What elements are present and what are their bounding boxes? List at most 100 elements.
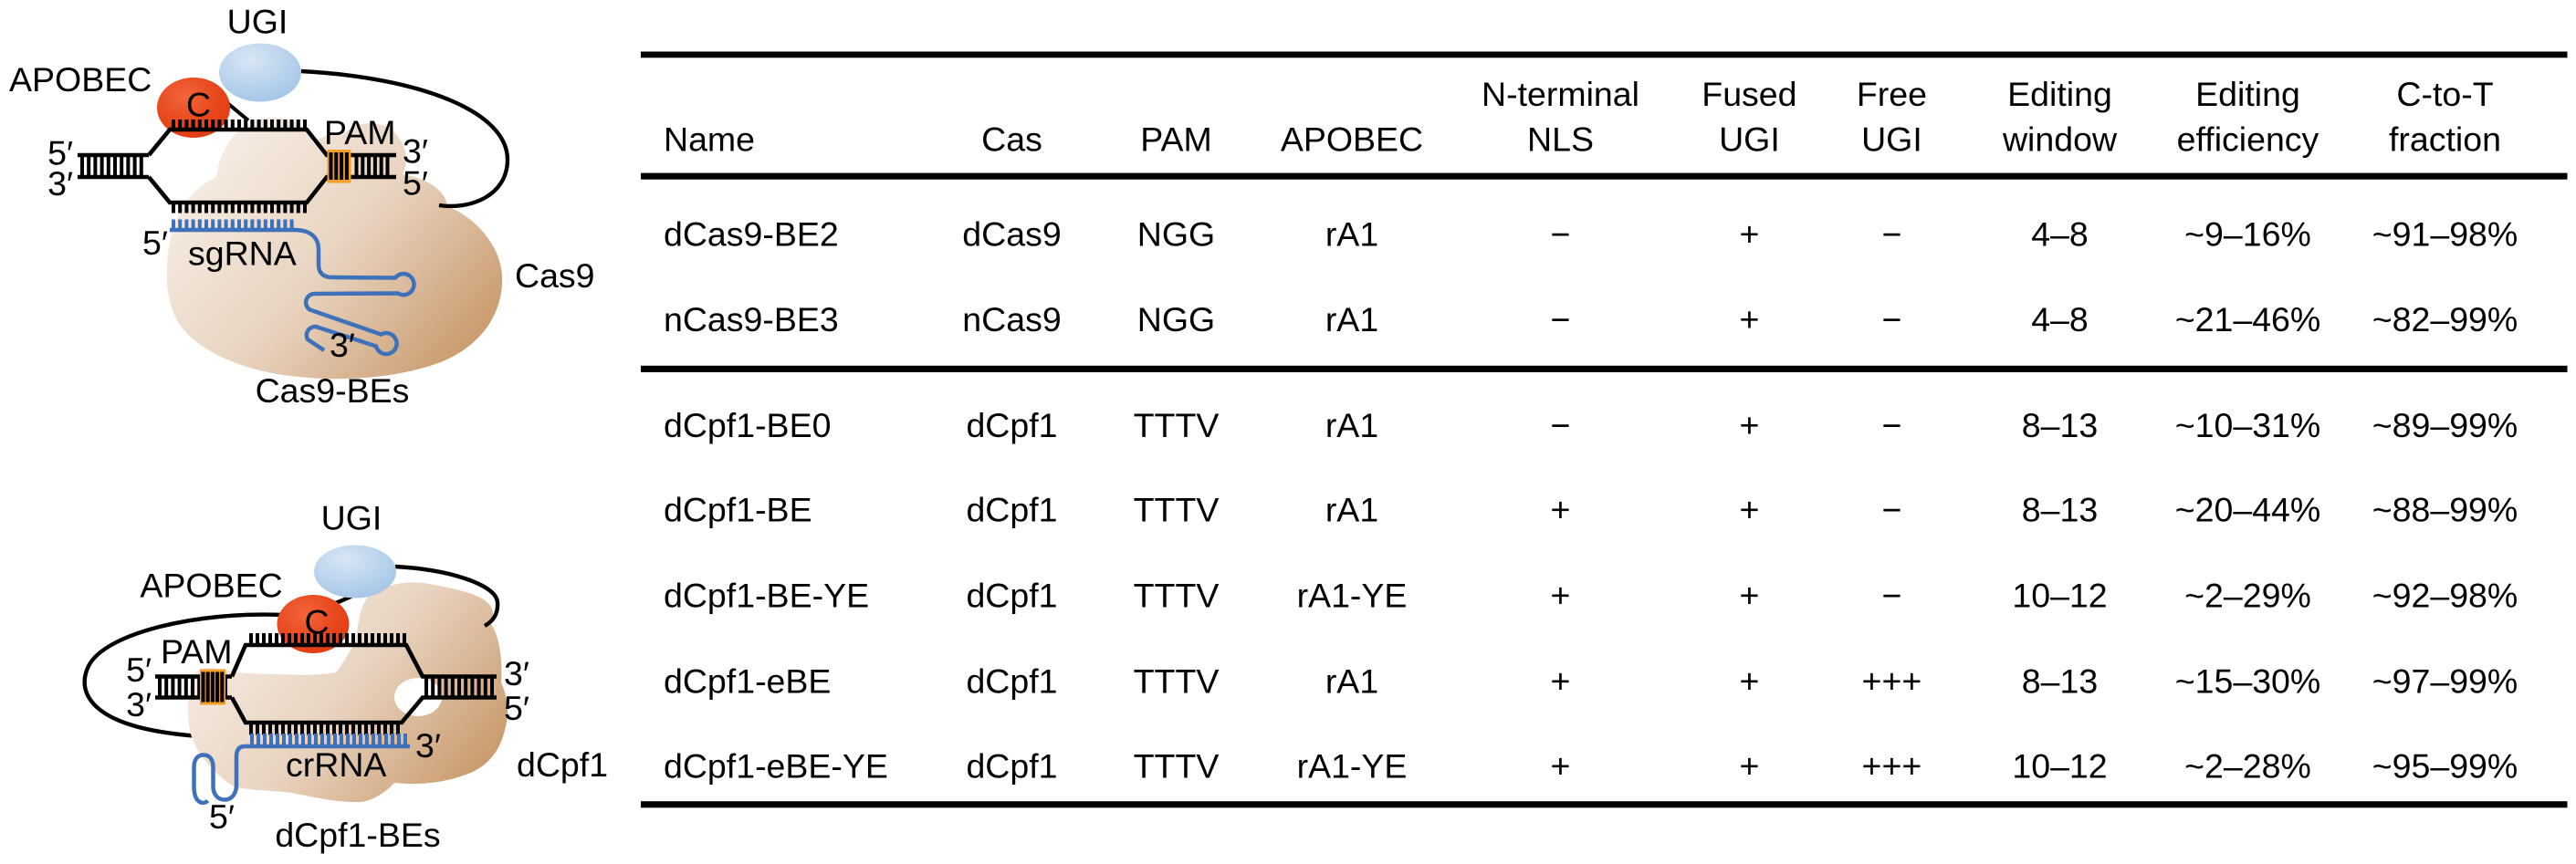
svg-text:+: + [1551,491,1571,529]
svg-text:APOBEC: APOBEC [140,567,282,605]
svg-text:rA1: rA1 [1325,491,1378,529]
svg-text:UGI: UGI [1861,120,1922,159]
svg-text:Cas9-BEs: Cas9-BEs [256,371,410,410]
svg-text:APOBEC: APOBEC [1281,120,1423,159]
svg-text:N-terminal: N-terminal [1482,75,1639,113]
svg-text:dCpf1-BEs: dCpf1-BEs [275,816,440,854]
svg-text:5′: 5′ [47,134,73,172]
svg-text:TTTV: TTTV [1134,577,1220,615]
svg-text:sgRNA: sgRNA [188,234,297,273]
svg-text:dCpf1-BE-YE: dCpf1-BE-YE [664,577,869,615]
svg-text:Fused: Fused [1702,75,1796,113]
svg-text:+: + [1551,577,1571,615]
svg-text:window: window [2002,120,2118,159]
svg-text:dCas9: dCas9 [962,214,1061,253]
svg-text:3′: 3′ [403,132,428,171]
svg-text:Name: Name [664,120,755,159]
svg-text:dCpf1: dCpf1 [966,661,1057,700]
svg-text:dCpf1: dCpf1 [966,747,1057,786]
svg-text:~82–99%: ~82–99% [2372,300,2518,338]
svg-text:Cas: Cas [981,120,1042,159]
svg-text:rA1: rA1 [1325,214,1378,253]
svg-text:rA1: rA1 [1325,661,1378,700]
svg-text:dCpf1-eBE-YE: dCpf1-eBE-YE [664,747,888,786]
svg-text:−: − [1881,406,1901,444]
svg-text:TTTV: TTTV [1134,661,1220,700]
svg-text:~2–29%: ~2–29% [2184,577,2311,615]
svg-text:TTTV: TTTV [1134,747,1220,786]
svg-text:efficiency: efficiency [2177,120,2319,159]
svg-text:5′: 5′ [209,797,235,836]
svg-text:~2–28%: ~2–28% [2184,747,2311,786]
svg-text:rA1-YE: rA1-YE [1297,577,1408,615]
svg-text:−: − [1881,214,1901,253]
svg-text:TTTV: TTTV [1134,491,1220,529]
svg-text:Editing: Editing [2007,75,2112,113]
svg-text:3′: 3′ [330,326,355,364]
svg-text:nCas9: nCas9 [962,300,1061,338]
svg-text:+: + [1739,300,1759,338]
svg-text:dCpf1-eBE: dCpf1-eBE [664,661,831,700]
svg-text:NGG: NGG [1137,214,1215,253]
svg-text:3′: 3′ [47,164,73,203]
svg-text:3′: 3′ [126,685,152,723]
svg-text:8–13: 8–13 [2022,491,2098,529]
svg-text:~91–98%: ~91–98% [2372,214,2518,253]
svg-text:C: C [186,86,211,124]
svg-text:+: + [1739,491,1759,529]
svg-text:PAM: PAM [1140,120,1211,159]
svg-text:−: − [1881,491,1901,529]
svg-text:UGI: UGI [321,499,382,537]
svg-text:−: − [1551,406,1571,444]
svg-text:−: − [1551,300,1571,338]
svg-text:~21–46%: ~21–46% [2175,300,2321,338]
svg-text:~88–99%: ~88–99% [2372,491,2518,529]
svg-text:+++: +++ [1862,747,1922,786]
svg-text:~10–31%: ~10–31% [2175,406,2321,444]
svg-text:~95–99%: ~95–99% [2372,747,2518,786]
svg-text:dCpf1: dCpf1 [966,406,1057,444]
svg-text:Free: Free [1857,75,1927,113]
svg-text:~92–98%: ~92–98% [2372,577,2518,615]
svg-text:Cas9: Cas9 [515,256,595,295]
svg-text:+: + [1739,214,1759,253]
svg-text:+: + [1739,661,1759,700]
svg-text:5′: 5′ [142,224,168,262]
svg-text:dCpf1: dCpf1 [966,577,1057,615]
svg-text:8–13: 8–13 [2022,661,2098,700]
svg-text:PAM: PAM [161,632,232,671]
svg-text:UGI: UGI [1719,120,1780,159]
svg-text:fraction: fraction [2389,120,2501,159]
svg-text:3′: 3′ [415,726,441,765]
svg-text:5′: 5′ [403,164,428,203]
svg-text:3′: 3′ [504,654,529,692]
svg-text:+: + [1739,406,1759,444]
svg-text:5′: 5′ [126,651,152,689]
svg-text:+: + [1739,577,1759,615]
svg-text:TTTV: TTTV [1134,406,1220,444]
svg-text:~89–99%: ~89–99% [2372,406,2518,444]
svg-text:−: − [1881,577,1901,615]
svg-text:dCpf1: dCpf1 [966,491,1057,529]
svg-text:dCas9-BE2: dCas9-BE2 [664,214,839,253]
svg-text:~20–44%: ~20–44% [2175,491,2321,529]
svg-text:−: − [1551,214,1571,253]
svg-text:rA1: rA1 [1325,300,1378,338]
svg-text:PAM: PAM [324,113,395,151]
svg-text:NGG: NGG [1137,300,1215,338]
svg-text:crRNA: crRNA [286,745,386,784]
svg-text:dCpf1: dCpf1 [517,745,608,784]
svg-text:8–13: 8–13 [2022,406,2098,444]
svg-text:10–12: 10–12 [2012,747,2107,786]
svg-text:10–12: 10–12 [2012,577,2107,615]
svg-text:APOBEC: APOBEC [9,60,152,99]
svg-text:+++: +++ [1862,661,1922,700]
svg-text:C: C [304,603,329,641]
svg-text:UGI: UGI [227,3,288,41]
svg-text:C-to-T: C-to-T [2396,75,2493,113]
svg-text:rA1: rA1 [1325,406,1378,444]
svg-text:5′: 5′ [504,689,529,727]
svg-text:~9–16%: ~9–16% [2184,214,2311,253]
svg-text:+: + [1739,747,1759,786]
svg-text:~15–30%: ~15–30% [2175,661,2321,700]
